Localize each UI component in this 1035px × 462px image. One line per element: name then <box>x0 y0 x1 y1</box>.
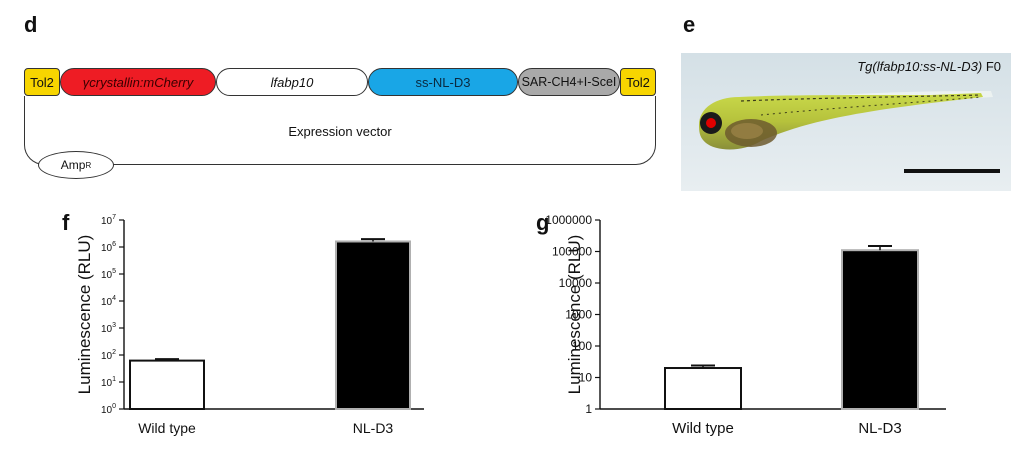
y-tick-label-f: 107 <box>101 214 116 227</box>
y-tick-label-f: 106 <box>101 241 116 254</box>
panel-label-f: f <box>62 210 70 235</box>
lfabp10-segment: lfabp10 <box>216 68 368 96</box>
y-tick-label-g: 10 <box>579 371 593 385</box>
y-tick-label-g: 100000 <box>552 245 592 259</box>
category-label-f-1: NL-D3 <box>353 420 394 436</box>
y-axis-label-f: Luminescence (RLU) <box>75 235 94 395</box>
category-label-g-0: Wild type <box>672 420 734 437</box>
vector-label: Expression vector <box>288 124 392 139</box>
y-tick-label-g: 1000000 <box>545 213 592 227</box>
y-tick-label-g: 10000 <box>559 276 593 290</box>
amp-resistance-oval: Amp R <box>38 151 114 179</box>
ss-nl-d3-segment: ss-NL-D3 <box>368 68 518 96</box>
y-tick-label-f: 101 <box>101 376 116 389</box>
tol2-left-segment: Tol2 <box>24 68 60 96</box>
bar-f-0 <box>129 359 205 411</box>
sar-segment: SAR-CH4+I-SceI <box>518 68 620 96</box>
bar-g-1 <box>841 249 919 410</box>
panel-label-e: e <box>683 12 696 37</box>
y-tick-label-g: 1000 <box>565 308 592 322</box>
panel-label-g: g <box>536 210 550 235</box>
y-tick-label-g: 1 <box>585 402 592 416</box>
y-tick-label-f: 103 <box>101 322 116 335</box>
bar-f-1 <box>335 240 411 410</box>
category-label-f-0: Wild type <box>138 420 196 436</box>
bar-g-0 <box>664 367 742 410</box>
mcherry-segment: γcrystallin:mCherry <box>60 68 216 96</box>
y-tick-label-f: 100 <box>101 403 116 416</box>
category-label-g-1: NL-D3 <box>858 420 901 437</box>
amp-label: Amp <box>60 158 86 172</box>
y-tick-label-f: 104 <box>101 295 116 308</box>
y-tick-label-f: 105 <box>101 268 116 281</box>
panel-label-d: d <box>24 12 38 37</box>
y-axis-label-g: Luminescence (RLU) <box>565 235 584 395</box>
scale-bar <box>904 169 1000 173</box>
y-tick-label-g: 100 <box>572 339 592 353</box>
photo-title-genotype: Tg(lfabp10:ss-NL-D3) <box>857 59 983 74</box>
zebrafish-larva-image <box>681 53 1011 191</box>
photo-title-generation: F0 <box>982 59 1001 74</box>
vector-backbone-loop <box>24 96 656 165</box>
zebrafish-larva-photo: Tg(lfabp10:ss-NL-D3) F0 <box>681 53 1011 191</box>
y-tick-label-f: 102 <box>101 349 116 362</box>
photo-title: Tg(lfabp10:ss-NL-D3) F0 <box>857 59 1001 74</box>
amp-superscript: R <box>85 160 92 170</box>
tol2-right-segment: Tol2 <box>620 68 656 96</box>
